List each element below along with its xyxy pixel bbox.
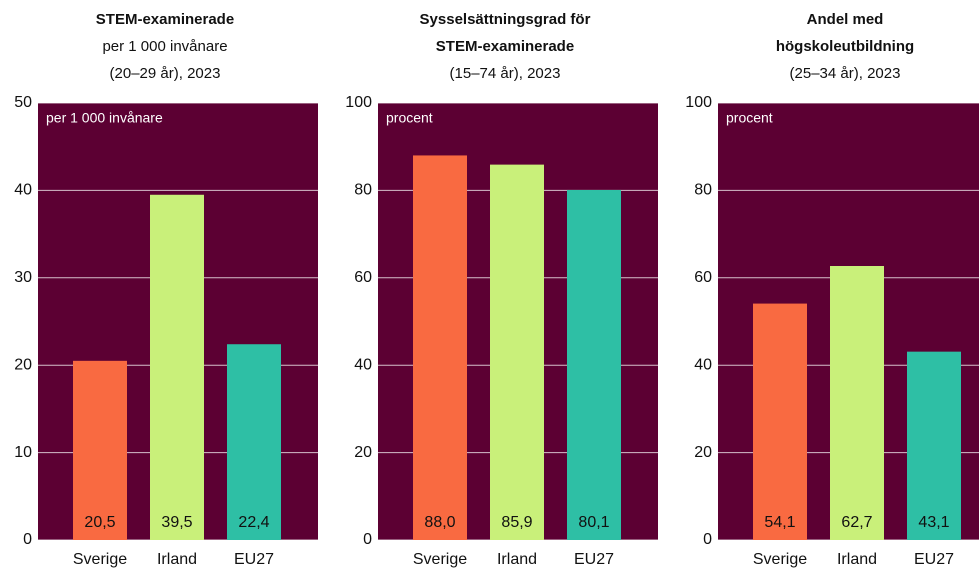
- unit-label: procent: [726, 110, 773, 126]
- y-tick-label: 10: [14, 444, 32, 461]
- bar: [907, 351, 961, 540]
- bar: [830, 266, 884, 540]
- x-tick-label: Irland: [837, 551, 877, 568]
- chart-subtitle: (15–74 år), 2023: [450, 65, 561, 82]
- value-label: 80,1: [578, 514, 609, 531]
- value-label: 88,0: [424, 514, 455, 531]
- y-tick-label: 40: [354, 356, 372, 373]
- value-label: 54,1: [764, 514, 795, 531]
- bar: [413, 155, 467, 540]
- x-tick-label: EU27: [574, 551, 614, 568]
- value-label: 43,1: [918, 514, 949, 531]
- y-tick-label: 0: [23, 531, 32, 548]
- y-tick-label: 100: [345, 94, 372, 111]
- chart-subtitle: per 1 000 invånare: [102, 38, 227, 55]
- bar: [567, 189, 621, 540]
- y-tick-label: 80: [354, 182, 372, 199]
- value-label: 22,4: [238, 514, 269, 531]
- y-tick-label: 40: [14, 182, 32, 199]
- bar: [73, 360, 127, 540]
- y-tick-label: 20: [694, 444, 712, 461]
- chart-title: STEM-examinerade: [436, 38, 574, 55]
- y-tick-label: 50: [14, 94, 32, 111]
- chart-title: Andel med: [807, 11, 884, 28]
- x-tick-label: Sverige: [753, 551, 807, 568]
- y-tick-label: 30: [14, 269, 32, 286]
- y-tick-label: 0: [363, 531, 372, 548]
- x-tick-label: Irland: [497, 551, 537, 568]
- value-label: 85,9: [501, 514, 532, 531]
- bar: [490, 164, 544, 540]
- y-tick-label: 20: [14, 356, 32, 373]
- x-tick-label: Irland: [157, 551, 197, 568]
- y-tick-label: 60: [694, 269, 712, 286]
- value-label: 39,5: [161, 514, 192, 531]
- x-tick-label: EU27: [234, 551, 274, 568]
- x-tick-label: Sverige: [73, 551, 127, 568]
- chart-title: högskoleutbildning: [776, 38, 914, 55]
- bar: [753, 303, 807, 540]
- chart-title: Sysselsättningsgrad för: [420, 11, 591, 28]
- y-tick-label: 0: [703, 531, 712, 548]
- value-label: 20,5: [84, 514, 115, 531]
- x-tick-label: Sverige: [413, 551, 467, 568]
- y-tick-label: 60: [354, 269, 372, 286]
- y-tick-label: 80: [694, 182, 712, 199]
- chart-title: STEM-examinerade: [96, 11, 234, 28]
- y-tick-label: 20: [354, 444, 372, 461]
- unit-label: per 1 000 invånare: [46, 110, 163, 126]
- bar: [227, 344, 281, 540]
- chart-subtitle: (20–29 år), 2023: [110, 65, 221, 82]
- y-tick-label: 40: [694, 356, 712, 373]
- bar: [150, 194, 204, 540]
- chart-subtitle: (25–34 år), 2023: [790, 65, 901, 82]
- value-label: 62,7: [841, 514, 872, 531]
- x-tick-label: EU27: [914, 551, 954, 568]
- unit-label: procent: [386, 110, 433, 126]
- y-tick-label: 100: [685, 94, 712, 111]
